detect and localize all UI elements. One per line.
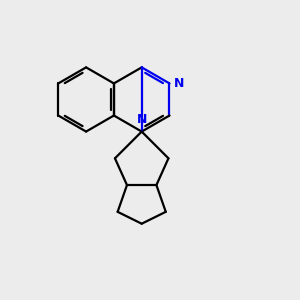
Text: N: N [136,112,147,126]
Text: N: N [174,77,184,90]
